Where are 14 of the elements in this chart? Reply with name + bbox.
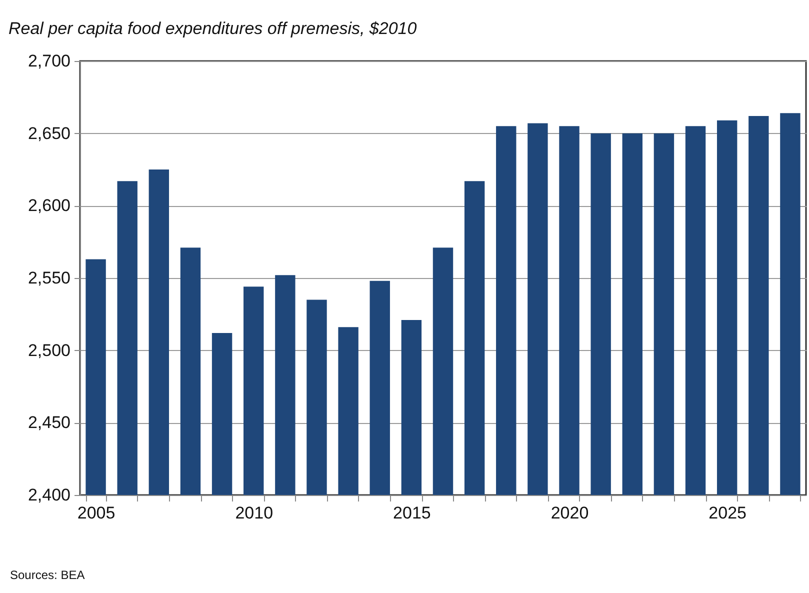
x-tick-label: 2020 <box>550 504 589 522</box>
y-tick-label: 2,650 <box>28 124 70 143</box>
y-tick-label: 2,550 <box>28 268 70 288</box>
x-tick-label: 2010 <box>235 504 274 522</box>
y-tick-label: 2,450 <box>28 413 70 432</box>
y-tick-label: 2,700 <box>28 52 70 70</box>
y-tick-label: 2,400 <box>28 486 70 504</box>
x-tick-label: 2025 <box>708 504 746 522</box>
source-note: Sources: BEA <box>10 568 85 582</box>
y-tick-label: 2,600 <box>28 196 70 216</box>
y-tick-label: 2,500 <box>28 340 70 360</box>
x-tick-label: 2005 <box>77 504 116 522</box>
chart-title: Real per capita food expenditures off premesis, $2010 <box>8 19 418 38</box>
x-tick-label: 2015 <box>393 504 431 522</box>
